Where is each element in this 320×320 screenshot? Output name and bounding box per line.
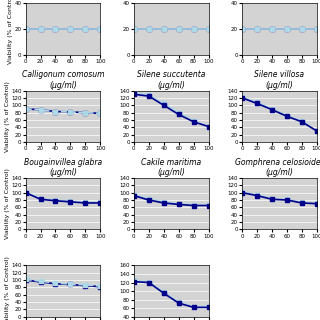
Y-axis label: Viability (% of Control): Viability (% of Control) bbox=[4, 168, 10, 239]
Y-axis label: Viability (% of Control): Viability (% of Control) bbox=[4, 256, 10, 320]
Title: Bougainvillea glabra
(μg/ml): Bougainvillea glabra (μg/ml) bbox=[24, 158, 102, 177]
Title: Gomphrena celosioides
(μg/ml): Gomphrena celosioides (μg/ml) bbox=[235, 158, 320, 177]
Y-axis label: Viability (% of Control): Viability (% of Control) bbox=[8, 0, 13, 64]
Title: Cakile maritima
(μg/ml): Cakile maritima (μg/ml) bbox=[141, 158, 201, 177]
Y-axis label: Viability (% of Control): Viability (% of Control) bbox=[4, 81, 10, 152]
Title: Silene villosa
(μg/ml): Silene villosa (μg/ml) bbox=[254, 70, 304, 90]
Title: Calligonum comosum
(μg/ml): Calligonum comosum (μg/ml) bbox=[22, 70, 104, 90]
Title: Silene succutenta
(μg/ml): Silene succutenta (μg/ml) bbox=[137, 70, 205, 90]
